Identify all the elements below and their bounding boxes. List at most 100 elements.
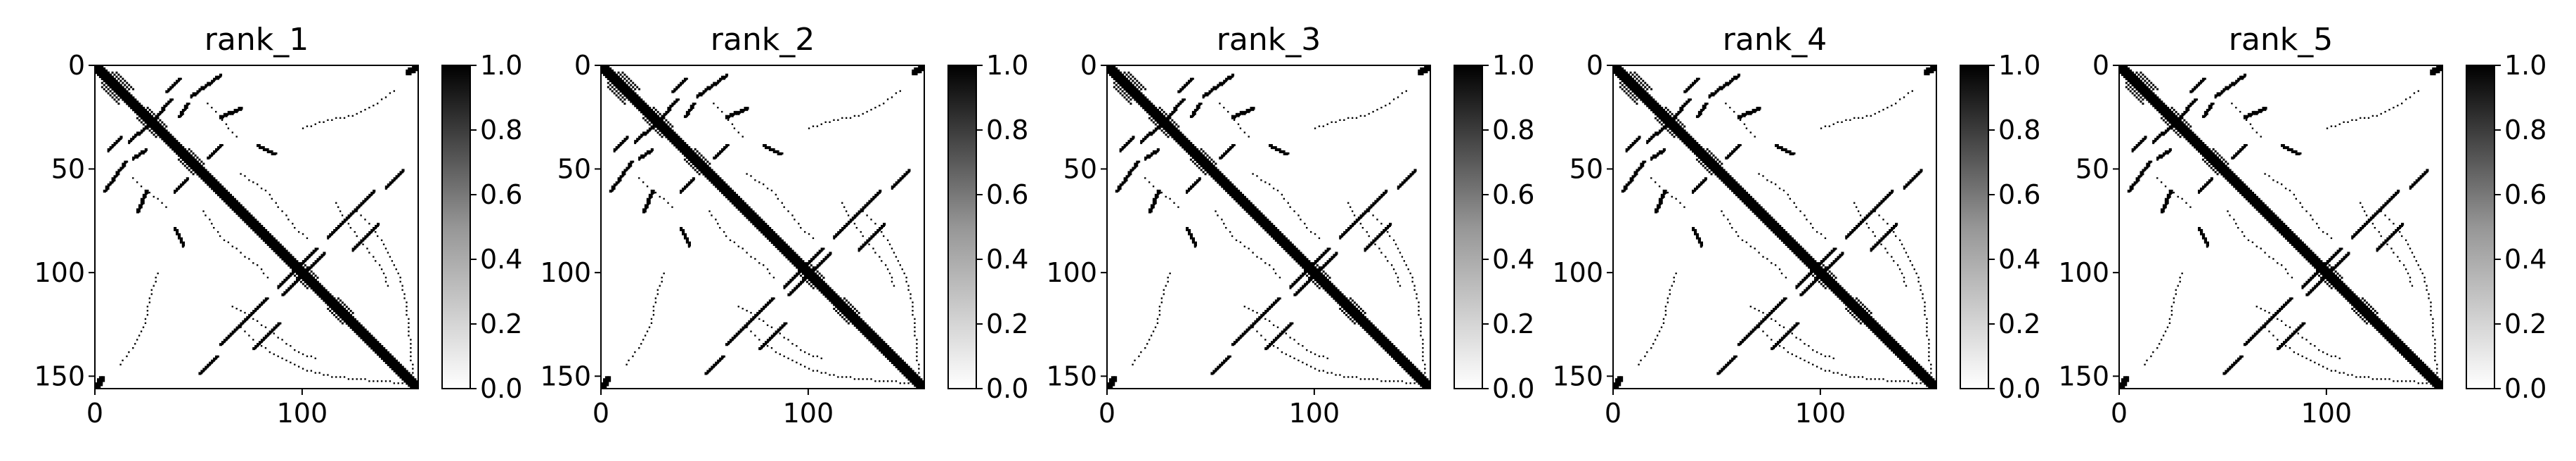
heatmap-cell [796, 260, 798, 263]
heatmap-cell [772, 239, 776, 242]
heatmap-cell [165, 105, 168, 107]
heatmap-cell [630, 84, 633, 86]
heatmap-cell [233, 204, 236, 207]
heatmap-cell [1241, 200, 1245, 203]
heatmap-cell [648, 115, 652, 118]
heatmap-cell [615, 146, 619, 150]
heatmap-cell [358, 243, 361, 246]
heatmap-cell [781, 202, 783, 204]
heatmap-cell [105, 79, 108, 82]
heatmap-cell [881, 351, 884, 354]
heatmap-cell [190, 167, 193, 169]
heatmap-cell [196, 92, 199, 95]
heatmap-cell [285, 254, 288, 257]
heatmap-cell [750, 311, 752, 314]
heatmap-cell [864, 206, 867, 209]
heatmap-cell [1130, 90, 1132, 93]
heatmap-cell [760, 223, 763, 226]
heatmap-cell [362, 200, 365, 203]
heatmap-cell [746, 326, 748, 328]
heatmap-cell [159, 136, 162, 138]
heatmap-cell [296, 260, 299, 263]
heatmap-cell [225, 195, 228, 199]
heatmap-cell [687, 162, 690, 165]
heatmap-cell [779, 243, 782, 246]
heatmap-cell [644, 131, 648, 135]
heatmap-cell [893, 351, 896, 354]
heatmap-cell [202, 179, 205, 182]
heatmap-cell [725, 189, 728, 193]
heatmap-cell [1215, 167, 1217, 169]
heatmap-cell [855, 227, 858, 229]
heatmap-cell [1326, 289, 1329, 292]
heatmap-cell [860, 326, 862, 329]
heatmap-cell [1341, 301, 1344, 304]
heatmap-cell [1237, 202, 1241, 204]
heatmap-cell [292, 256, 295, 259]
heatmap-cell [700, 169, 703, 171]
heatmap-cell [671, 105, 674, 107]
heatmap-cell [323, 299, 325, 302]
heatmap-cell [810, 258, 813, 261]
heatmap-cell [876, 339, 879, 342]
heatmap-cell [752, 221, 755, 223]
heatmap-cell [304, 274, 307, 278]
heatmap-cell [227, 204, 231, 207]
heatmap-cell [294, 266, 297, 269]
heatmap-cell [847, 301, 850, 304]
heatmap-cell [188, 148, 190, 150]
heatmap-cell [1285, 245, 1288, 248]
heatmap-cell [886, 353, 890, 356]
heatmap-cell [207, 181, 209, 184]
heatmap-cell [219, 117, 221, 119]
heatmap-cell [746, 108, 749, 111]
heatmap-cell [744, 210, 746, 213]
heatmap-cell [1245, 200, 1248, 203]
heatmap-cell [252, 227, 255, 230]
heatmap-cell [872, 247, 874, 249]
heatmap-cell [271, 241, 273, 244]
heatmap-cell [312, 249, 316, 253]
heatmap-cell [1165, 121, 1167, 124]
heatmap-cell [211, 187, 214, 190]
heatmap-cell [698, 156, 701, 159]
heatmap-cell [235, 326, 239, 330]
heatmap-cell [1196, 154, 1199, 157]
heatmap-cell [238, 204, 240, 207]
heatmap-cell [211, 152, 214, 155]
heatmap-cell [219, 189, 222, 193]
heatmap-cell [101, 75, 104, 79]
heatmap-cell [296, 266, 299, 270]
heatmap-cell [192, 160, 195, 163]
heatmap-cell [176, 142, 179, 145]
heatmap-cell [115, 142, 118, 145]
heatmap-cell [1115, 67, 1118, 70]
heatmap-cell [615, 79, 618, 82]
heatmap-cell [202, 167, 205, 169]
heatmap-cell [279, 247, 282, 250]
heatmap-cell [640, 98, 643, 101]
heatmap-cell [202, 173, 205, 176]
heatmap-cell [142, 152, 145, 155]
heatmap-cell [219, 183, 222, 186]
heatmap-cell [1140, 96, 1143, 99]
heatmap-cell [347, 115, 350, 117]
heatmap-cell [912, 372, 914, 375]
heatmap-cell [698, 160, 701, 163]
heatmap-cell [646, 206, 649, 209]
heatmap-cell [835, 301, 838, 304]
heatmap-cell [812, 370, 815, 372]
heatmap-cell [654, 121, 658, 124]
heatmap-cell [879, 339, 881, 342]
heatmap-cell [312, 264, 315, 267]
heatmap-cell [347, 311, 350, 314]
heatmap-cell [161, 108, 164, 112]
heatmap-cell [242, 210, 245, 213]
heatmap-cell [775, 233, 778, 236]
heatmap-cell [119, 90, 122, 93]
heatmap-cell [1223, 177, 1226, 180]
heatmap-cell [1250, 208, 1253, 211]
heatmap-cell [1186, 138, 1189, 141]
heatmap-cell [800, 227, 802, 229]
heatmap-cell [403, 297, 406, 299]
